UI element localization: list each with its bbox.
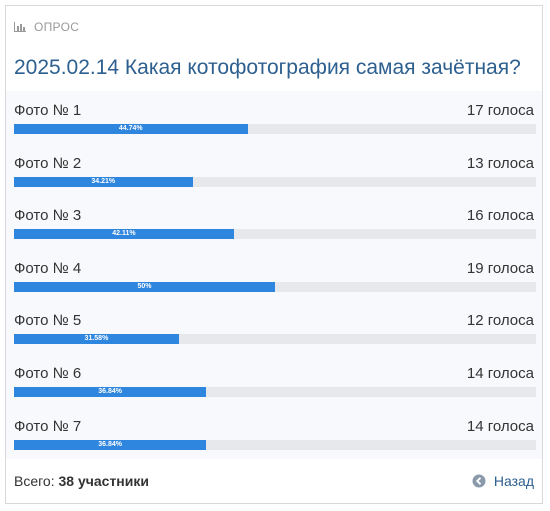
poll-option: Фото № 2 13 голоса 34.21% (6, 144, 542, 197)
progress-track: 42.11% (14, 229, 536, 240)
poll-options: Фото № 1 17 голоса 44.74% Фото № 2 13 голоса… (6, 91, 542, 460)
option-label: Фото № 6 (14, 364, 82, 382)
poll-option: Фото № 3 16 голоса 42.11% (6, 196, 542, 249)
poll-header: ОПРОС (14, 20, 79, 34)
option-votes: 17 голоса (466, 102, 534, 119)
option-label: Фото № 5 (14, 312, 82, 330)
progress-fill: 31.58% (14, 334, 179, 345)
progress-percent: 42.11% (112, 230, 136, 238)
option-label: Фото № 3 (14, 207, 82, 225)
option-votes: 19 голоса (466, 259, 534, 277)
option-label: Фото № 2 (14, 154, 82, 172)
option-votes: 12 голоса (466, 312, 534, 330)
poll-option: Фото № 7 14 голоса 36.84% (6, 407, 542, 460)
progress-track: 50% (14, 281, 536, 292)
progress-percent: 50% (137, 282, 152, 290)
progress-track: 36.84% (14, 386, 536, 397)
option-votes: 14 голоса (466, 417, 534, 435)
progress-fill: 42.11% (14, 229, 234, 240)
poll-footer: Всего: 38 участники Назад (14, 473, 534, 489)
option-votes: 14 голоса (466, 364, 534, 382)
poll-option: Фото № 5 12 голоса 31.58% (6, 301, 542, 354)
option-label: Фото № 1 (14, 102, 82, 119)
arrow-left-circle-icon (472, 474, 486, 488)
progress-track: 44.74% (14, 124, 536, 134)
poll-title: 2025.02.14 Какая котофотография самая за… (14, 56, 521, 79)
total-label: Всего: (14, 473, 55, 489)
total-value: 38 участники (58, 473, 149, 489)
option-votes: 16 голоса (466, 207, 534, 225)
option-label: Фото № 4 (14, 259, 82, 277)
poll-header-label: ОПРОС (34, 20, 80, 34)
progress-track: 36.84% (14, 439, 536, 450)
back-button[interactable]: Назад (472, 473, 534, 489)
poll-option: Фото № 6 14 голоса 36.84% (6, 354, 542, 407)
progress-fill: 44.74% (14, 124, 248, 134)
progress-track: 34.21% (14, 176, 536, 187)
progress-fill: 50% (14, 281, 275, 292)
progress-percent: 34.21% (91, 177, 116, 185)
option-votes: 13 голоса (466, 154, 534, 172)
progress-track: 31.58% (14, 334, 536, 345)
progress-percent: 36.84% (98, 440, 123, 448)
progress-fill: 34.21% (14, 176, 193, 187)
poll-card: ОПРОС 2025.02.14 Какая котофотография са… (5, 5, 543, 504)
poll-option: Фото № 4 19 голоса 50% (6, 249, 542, 302)
back-label: Назад (493, 473, 534, 489)
progress-percent: 31.58% (84, 335, 109, 343)
progress-fill: 36.84% (14, 439, 207, 450)
poll-option: Фото № 1 17 голоса 44.74% (6, 91, 542, 144)
bar-chart-icon (14, 22, 26, 32)
progress-percent: 44.74% (118, 125, 143, 132)
progress-percent: 36.84% (98, 387, 123, 395)
total-participants: Всего: 38 участники (14, 473, 149, 489)
progress-fill: 36.84% (14, 386, 207, 397)
option-label: Фото № 7 (14, 417, 82, 435)
